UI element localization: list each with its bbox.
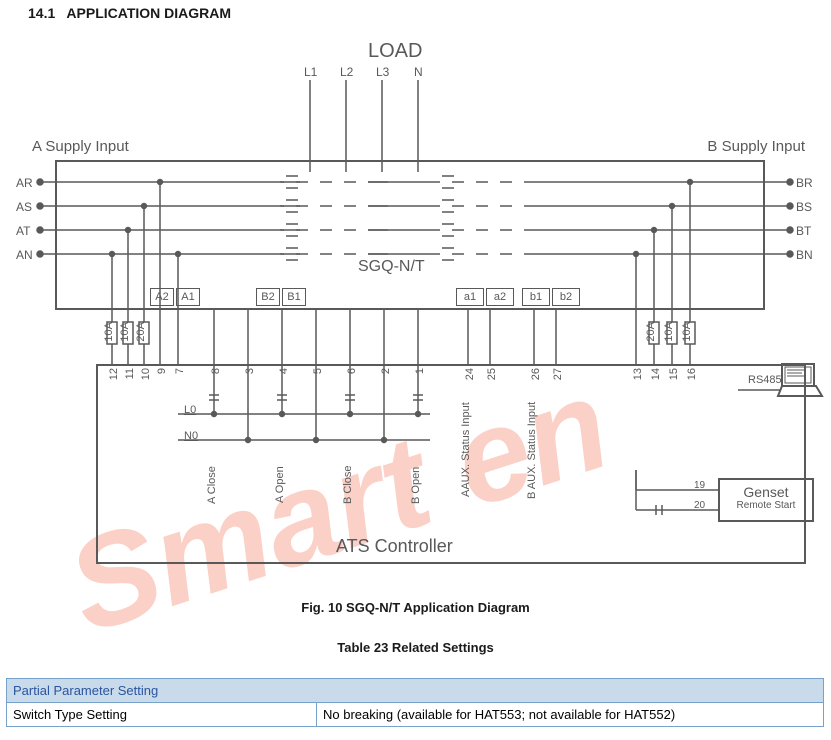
fn-b-open: B Open	[410, 450, 422, 520]
pin-16: 16	[686, 368, 698, 380]
section-heading: 14.1 APPLICATION DIAGRAM	[28, 5, 231, 21]
load-pin-l2: L2	[340, 65, 353, 79]
table-cell-k: Switch Type Setting	[7, 703, 317, 727]
pin-14: 14	[650, 368, 662, 380]
term-b2s: b2	[552, 288, 580, 306]
pin-27: 27	[552, 368, 564, 380]
pin-6: 6	[346, 368, 358, 374]
pin-2: 2	[380, 368, 392, 374]
term-b2: B2	[256, 288, 280, 306]
pin-4: 4	[278, 368, 290, 374]
fuse-l1: 10A	[103, 322, 115, 342]
table-cell-v: No breaking (available for HAT553; not a…	[317, 703, 824, 727]
rail-n0: N0	[184, 430, 198, 442]
pin-25: 25	[486, 368, 498, 380]
aux-b: B AUX. Status Input	[526, 390, 538, 510]
fuse-l3: 20A	[135, 322, 147, 342]
supply-a-label: A Supply Input	[32, 138, 129, 155]
pin-13: 13	[632, 368, 644, 380]
fuse-r1: 20A	[645, 322, 657, 342]
fuse-r3: 10A	[681, 322, 693, 342]
pin-26: 26	[530, 368, 542, 380]
pin-24: 24	[464, 368, 476, 380]
fn-a-open: A Open	[274, 450, 286, 520]
settings-table: Partial Parameter Setting Switch Type Se…	[6, 678, 824, 727]
section-number: 14.1	[28, 5, 55, 21]
pin-5: 5	[312, 368, 324, 374]
aux-a: AAUX. Status Input	[460, 390, 472, 510]
page: Smart en 14.1 APPLICATION DIAGRAM LOAD L…	[0, 0, 831, 740]
pin-8: 8	[210, 368, 222, 374]
load-label: LOAD	[368, 40, 422, 63]
supply-b-label: B Supply Input	[707, 138, 805, 155]
term-a1: A1	[176, 288, 200, 306]
fuse-r2: 10A	[663, 322, 675, 342]
pin-br: BR	[796, 176, 813, 190]
pin-7: 7	[174, 368, 186, 374]
term-a2: A2	[150, 288, 174, 306]
fn-b-close: B Close	[342, 450, 354, 520]
pin-as: AS	[16, 200, 32, 214]
genset-box: Genset Remote Start	[718, 478, 814, 522]
pin-15: 15	[668, 368, 680, 380]
pin-11: 11	[124, 368, 136, 379]
term-b1: B1	[282, 288, 306, 306]
pin-bs: BS	[796, 200, 812, 214]
pin-at: AT	[16, 224, 30, 238]
genset-title: Genset	[720, 484, 812, 500]
term-a2s: a2	[486, 288, 514, 306]
pin-20: 20	[694, 500, 705, 511]
pin-bn: BN	[796, 248, 813, 262]
pin-ar: AR	[16, 176, 33, 190]
genset-subtitle: Remote Start	[720, 500, 812, 511]
controller-title: ATS Controller	[336, 536, 453, 557]
rail-l0: L0	[184, 404, 196, 416]
pin-10: 10	[140, 368, 152, 380]
pin-12: 12	[108, 368, 120, 380]
fuse-l2: 10A	[119, 322, 131, 342]
pin-3: 3	[244, 368, 256, 374]
fn-a-close: A Close	[206, 450, 218, 520]
section-title: APPLICATION DIAGRAM	[66, 5, 231, 21]
pin-an: AN	[16, 248, 33, 262]
laptop-icon	[776, 360, 824, 405]
ats-title: SGQ-N/T	[358, 258, 425, 276]
load-pin-l3: L3	[376, 65, 389, 79]
pin-1: 1	[414, 368, 426, 374]
figure-caption: Fig. 10 SGQ-N/T Application Diagram	[0, 600, 831, 615]
table-header: Partial Parameter Setting	[7, 679, 824, 703]
pin-9: 9	[156, 368, 168, 374]
term-b1s: b1	[522, 288, 550, 306]
pin-19: 19	[694, 480, 705, 491]
pin-bt: BT	[796, 224, 811, 238]
load-pin-l1: L1	[304, 65, 317, 79]
load-pin-n: N	[414, 65, 423, 79]
term-a1s: a1	[456, 288, 484, 306]
controller-block	[96, 364, 806, 564]
table-caption: Table 23 Related Settings	[0, 640, 831, 655]
